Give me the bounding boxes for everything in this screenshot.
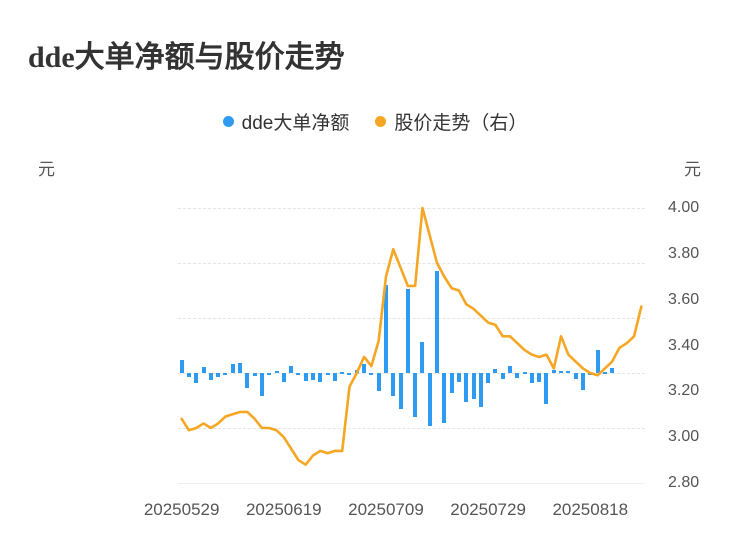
bar — [208, 373, 213, 380]
bar — [274, 371, 279, 374]
right-axis-tick-label: 2.80 — [668, 474, 700, 491]
chart-legend: dde大单净额 股价走势（右） — [0, 108, 750, 135]
right-axis-tick-label: 3.60 — [668, 290, 700, 308]
bar — [325, 373, 330, 375]
bar — [310, 373, 315, 381]
bar — [340, 371, 345, 374]
right-axis-tick-label: 3.20 — [668, 382, 700, 400]
bar — [559, 371, 564, 374]
bar — [405, 289, 410, 373]
bar — [500, 373, 505, 380]
bar — [544, 373, 549, 404]
bar — [376, 373, 381, 391]
bar — [179, 359, 184, 373]
bar — [551, 369, 556, 373]
left-axis-unit: 元 — [38, 160, 55, 179]
x-axis-tick-label: 20250709 — [348, 500, 424, 519]
right-axis-tick-label: 4.00 — [668, 199, 700, 216]
bar — [508, 366, 512, 373]
bar — [369, 373, 374, 375]
price-line — [180, 206, 643, 466]
bar — [427, 373, 432, 426]
line-series-price — [180, 206, 643, 466]
bar — [332, 373, 337, 381]
legend-dot-blue-icon — [222, 116, 234, 127]
bar — [245, 373, 250, 389]
x-axis-tick-label: 20250818 — [552, 500, 629, 519]
right-axis-tick-label: 3.80 — [668, 244, 700, 262]
bar — [289, 366, 294, 373]
bar — [391, 373, 396, 397]
bar — [383, 285, 388, 373]
bar — [259, 373, 264, 397]
bar — [201, 366, 206, 373]
legend-label-dde: dde大单净额 — [241, 113, 350, 134]
bar — [267, 373, 272, 375]
bar — [537, 373, 542, 382]
bar — [515, 373, 520, 378]
bar — [281, 373, 286, 382]
bar — [580, 373, 585, 390]
bar — [238, 362, 243, 373]
legend-dot-orange-icon — [375, 116, 387, 127]
legend-item-price[interactable]: 股价走势（右） — [375, 108, 527, 135]
bar — [471, 373, 476, 400]
bar — [464, 373, 469, 402]
gridline — [178, 263, 645, 264]
right-axis-tick-label: 3.40 — [668, 336, 700, 354]
gridline — [178, 208, 645, 209]
bar — [347, 373, 352, 376]
legend-label-price: 股价走势（右） — [394, 113, 528, 134]
x-axis-tick-label: 20250729 — [450, 500, 526, 519]
bar — [398, 373, 403, 410]
bar — [449, 373, 454, 393]
bar — [478, 373, 483, 408]
gridline — [178, 318, 645, 319]
bar — [573, 373, 578, 379]
gridline — [178, 428, 645, 429]
bar — [296, 373, 301, 376]
x-axis-tick-label: 20250529 — [143, 500, 220, 519]
bar — [194, 373, 199, 383]
bar — [566, 370, 571, 373]
bar — [595, 349, 600, 373]
bar — [318, 373, 323, 382]
bar — [522, 371, 527, 374]
bar — [456, 373, 461, 382]
right-axis-unit: 元 — [684, 160, 701, 179]
bar — [602, 371, 607, 374]
bar — [230, 364, 235, 373]
right-axis-tick-label: 3.00 — [668, 428, 700, 446]
bar — [486, 373, 491, 383]
bar — [413, 373, 418, 417]
gridline — [178, 373, 645, 374]
bar — [529, 373, 534, 384]
bar — [362, 364, 367, 373]
bar — [493, 368, 498, 373]
bar — [442, 373, 447, 423]
plot-area: 1.50亿1.00亿5000.00万0-5000.00万-1.00亿 4.003… — [144, 199, 699, 519]
bar — [610, 367, 615, 373]
x-axis-line — [178, 483, 645, 484]
legend-item-dde[interactable]: dde大单净额 — [222, 108, 350, 135]
bar — [223, 373, 228, 375]
x-axis-tick-label: 20250619 — [245, 500, 322, 519]
bar — [216, 373, 221, 377]
bar — [186, 373, 191, 378]
chart-title: dde大单净额与股价走势 — [28, 41, 345, 74]
bar — [252, 373, 257, 376]
bar — [435, 270, 440, 373]
bar — [303, 373, 308, 382]
bar — [420, 342, 425, 373]
